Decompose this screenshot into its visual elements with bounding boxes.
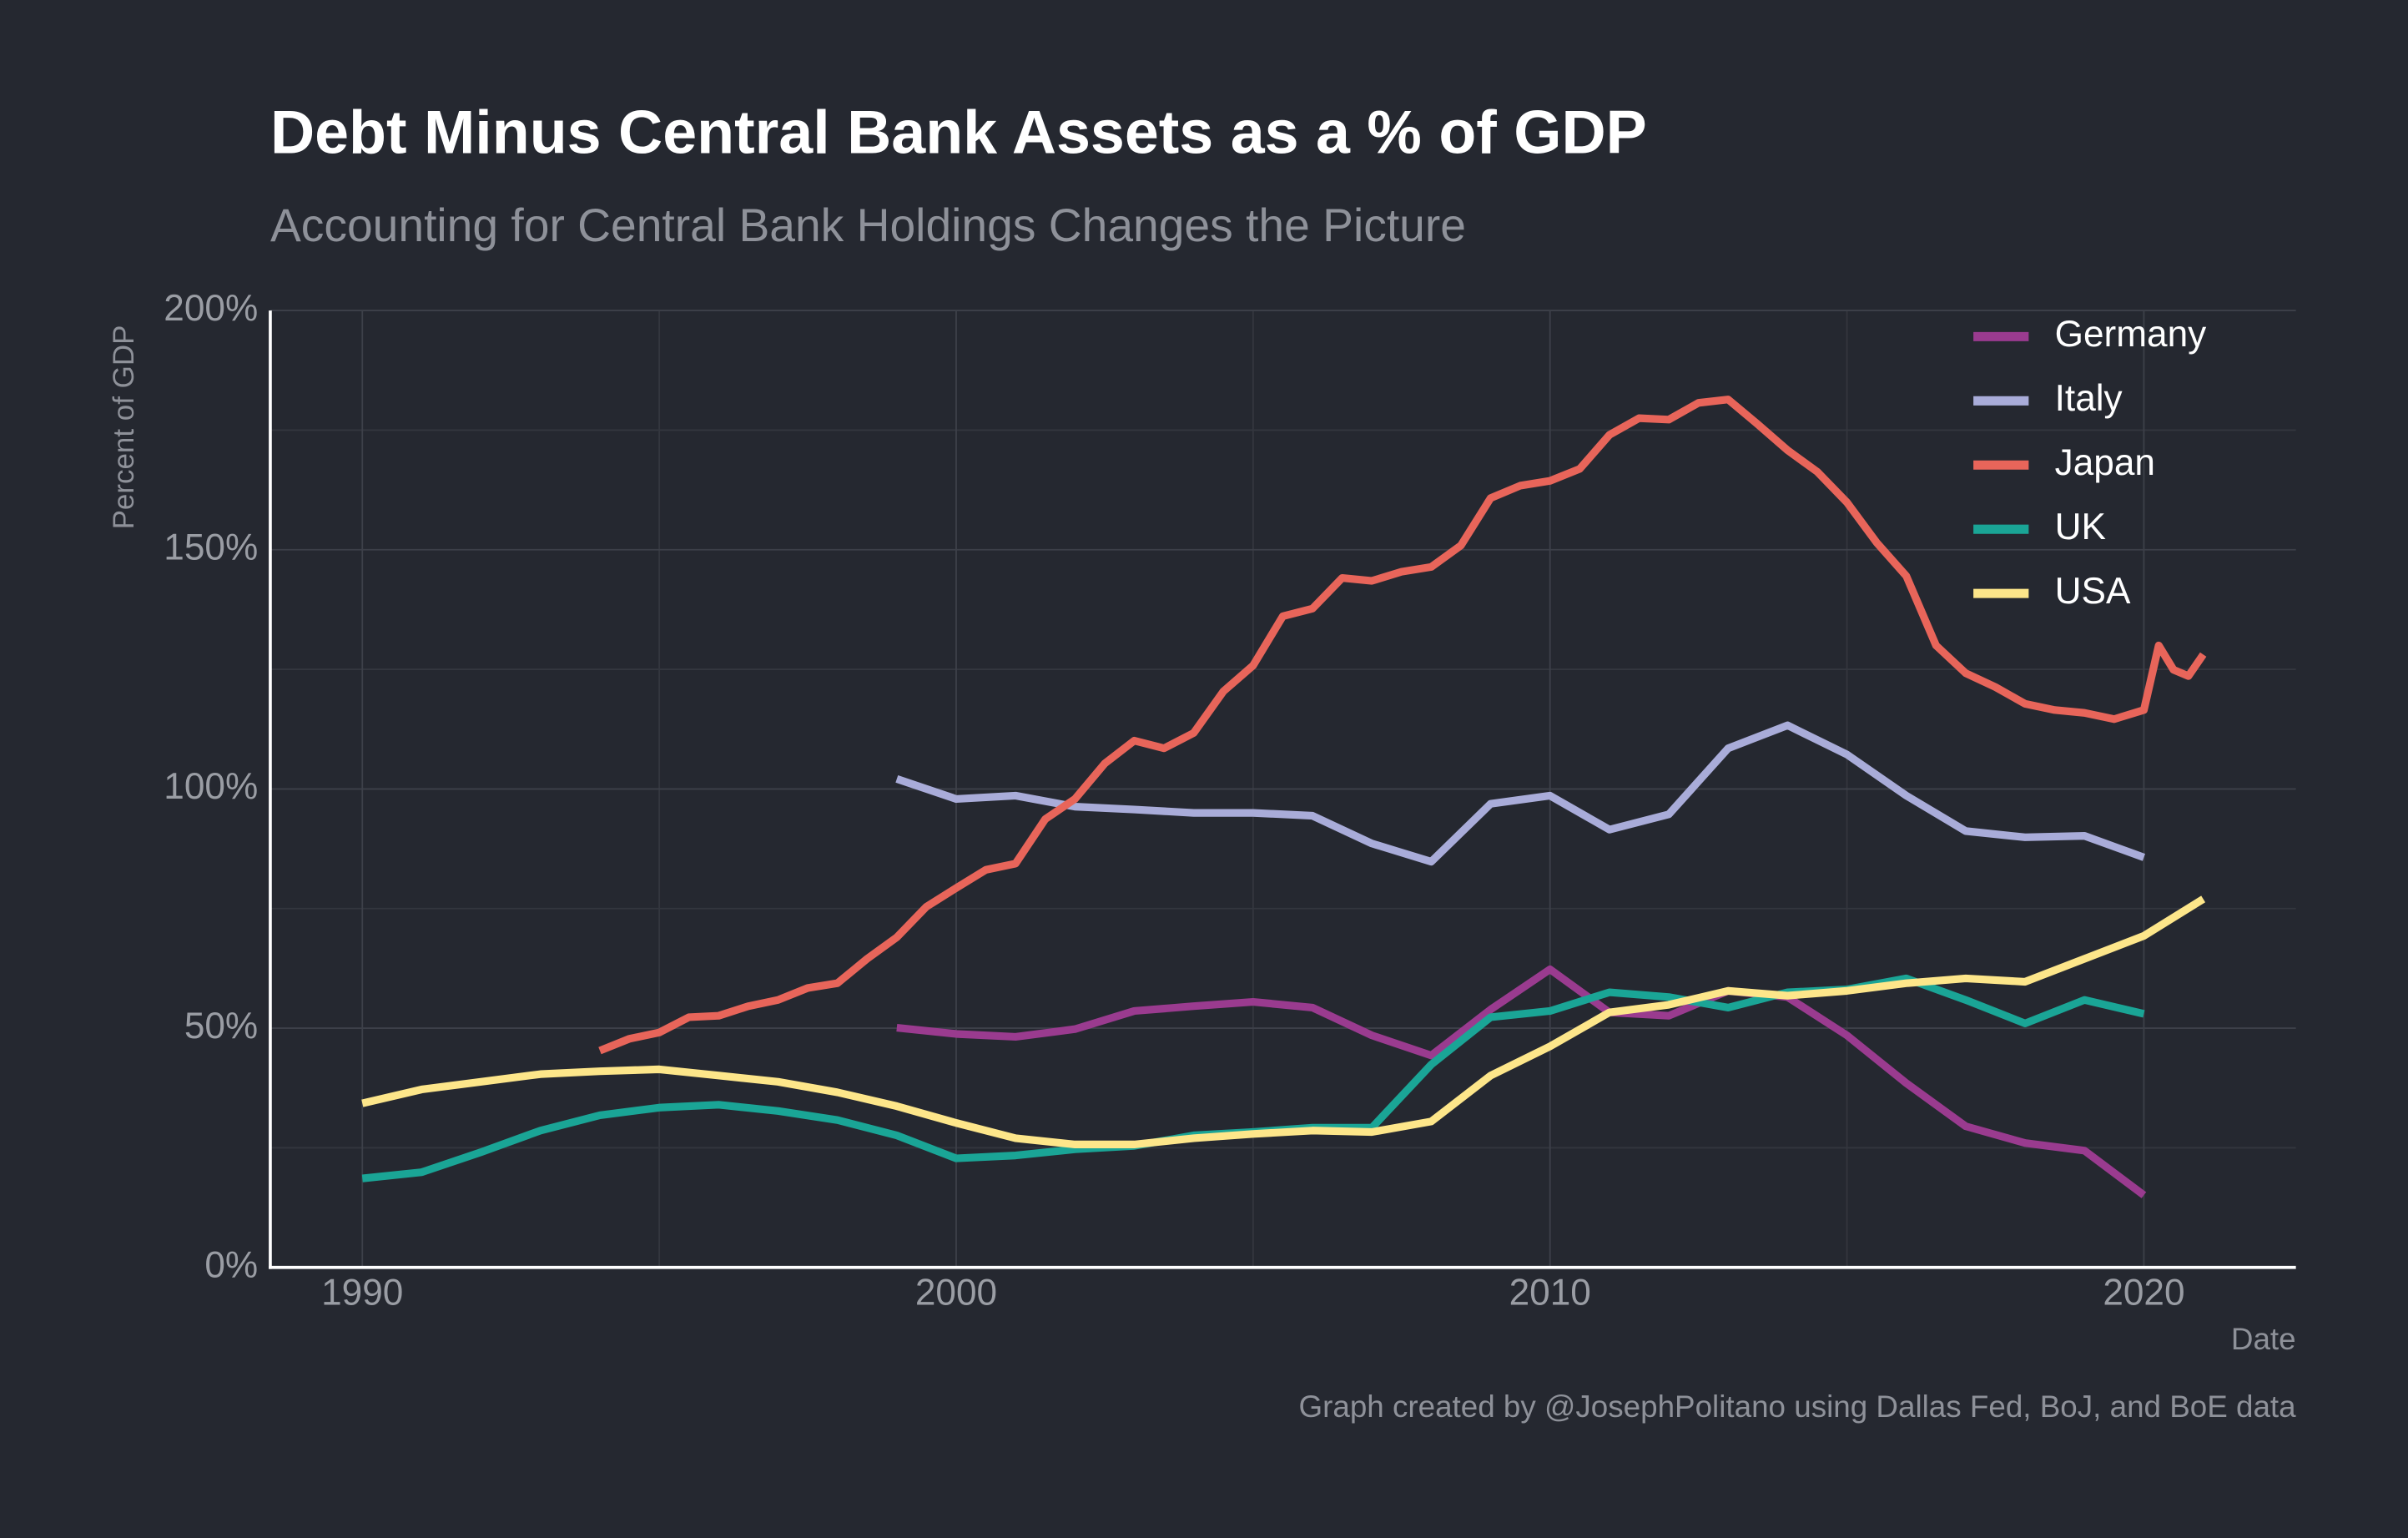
legend: Germany Italy Japan UK USA: [1973, 314, 2206, 612]
legend-label: Germany: [2055, 314, 2207, 355]
chart-subtitle: Accounting for Central Bank Holdings Cha…: [270, 199, 1466, 251]
caption: Graph created by @JosephPolitano using D…: [1298, 1389, 2296, 1424]
legend-label: Italy: [2055, 378, 2123, 419]
y-tick-label: 200%: [164, 288, 258, 329]
lines: [361, 396, 2207, 1198]
y-axis-label: Percent of GDP: [108, 325, 140, 530]
y-tick-label: 50%: [184, 1006, 258, 1046]
series-line: [598, 396, 2207, 1055]
series-line: [895, 721, 2146, 866]
x-axis-label: Date: [2231, 1322, 2296, 1356]
y-tick-label: 0%: [204, 1244, 258, 1285]
y-tick-label: 100%: [164, 766, 258, 807]
legend-label: USA: [2055, 571, 2131, 612]
x-tick-label: 2010: [1509, 1273, 1591, 1314]
x-tick-label: 2000: [915, 1273, 997, 1314]
x-tick-label: 2020: [2103, 1273, 2184, 1314]
y-tick-label: 150%: [164, 527, 258, 567]
series-line: [896, 965, 2147, 1198]
legend-label: Japan: [2055, 442, 2155, 483]
legend-label: UK: [2055, 507, 2106, 547]
series-line: [361, 895, 2206, 1149]
x-tick-label: 1990: [321, 1273, 403, 1314]
chart-title: Debt Minus Central Bank Assets as a % of…: [270, 98, 1647, 167]
